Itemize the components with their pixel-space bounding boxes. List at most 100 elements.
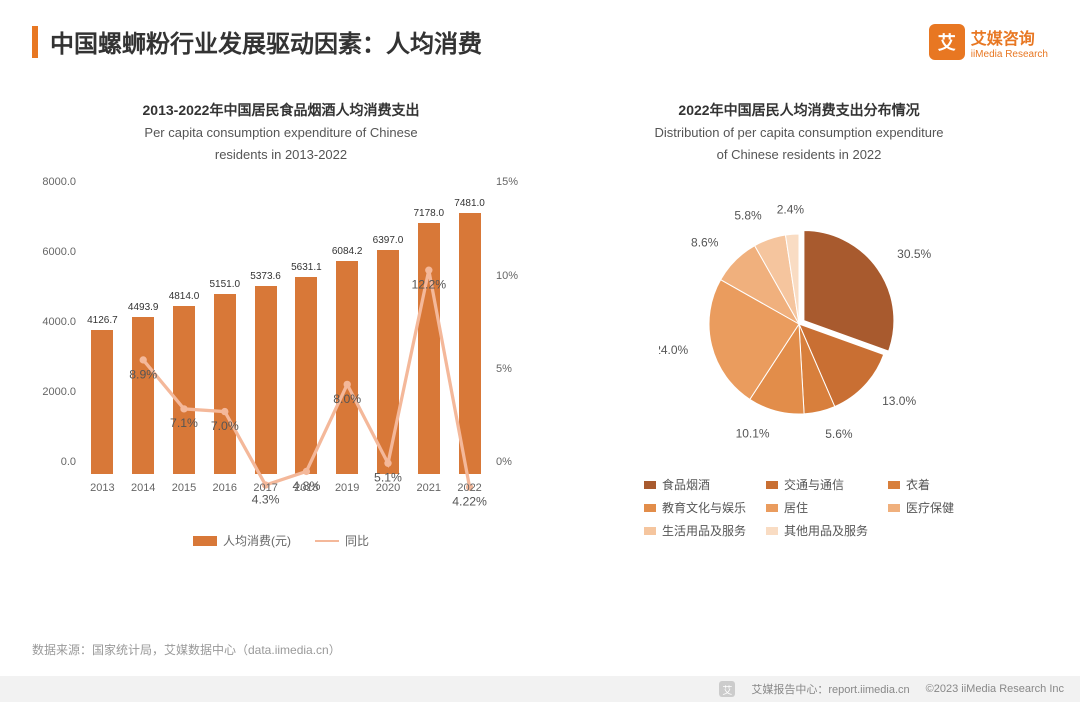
pie-legend-swatch [766,527,778,535]
legend-item-line: 同比 [315,532,369,549]
bar-item: 4493.9 [123,194,164,474]
x-tick-label: 2021 [408,482,449,494]
pie-legend-label: 衣着 [906,476,930,493]
pie-chart-panel: 2022年中国居民人均消费支出分布情况 Distribution of per … [550,100,1048,549]
bar-chart-title-en1: Per capita consumption expenditure of Ch… [32,124,530,142]
bar-chart-legend: 人均消费(元) 同比 [32,532,530,549]
header: 中国螺蛳粉行业发展驱动因素：人均消费 艾 艾媒咨询 iiMedia Resear… [32,24,1048,60]
pie-slice-label: 2.4% [777,203,805,217]
slide-container: 中国螺蛳粉行业发展驱动因素：人均消费 艾 艾媒咨询 iiMedia Resear… [0,0,1080,702]
bar-item: 5151.0 [204,194,245,474]
legend-swatch-bar [193,536,217,546]
x-tick-label: 2022 [449,482,490,494]
bar-item: 5373.6 [245,194,286,474]
pie-slice-label: 13.0% [882,395,916,409]
logo-text: 艾媒咨询 iiMedia Research [971,25,1048,60]
page-title: 中国螺蛳粉行业发展驱动因素：人均消费 [50,24,482,59]
bar-value-label: 6084.2 [332,246,363,257]
bar-value-label: 4126.7 [87,315,118,326]
pie-legend-label: 教育文化与娱乐 [662,499,746,516]
bar [418,223,440,474]
pie-chart-title-cn: 2022年中国居民人均消费支出分布情况 [550,100,1048,120]
pie-legend-item: 居住 [766,499,868,516]
bar [91,330,113,474]
legend-swatch-line [315,540,339,542]
bar [459,213,481,475]
x-tick-label: 2014 [123,482,164,494]
logo-cn: 艾媒咨询 [971,25,1048,49]
pie-slice-label: 5.8% [734,209,762,223]
x-tick-label: 2017 [245,482,286,494]
bar-item: 4814.0 [164,194,205,474]
pie-legend-item: 其他用品及服务 [766,522,868,539]
pie-legend-item: 食品烟酒 [644,476,746,493]
footer-bar: 艾 艾媒报告中心：report.iimedia.cn ©2023 iiMedia… [0,676,1080,702]
bar-plot-area: 4126.7 4493.9 4814.0 5151.0 5373.6 5631.1 6084… [82,194,490,474]
footer-site: 艾媒报告中心：report.iimedia.cn [751,681,909,697]
footer-copyright: ©2023 iiMedia Research Inc [926,683,1064,695]
bar-value-label: 4814.0 [169,291,200,302]
bar-item: 4126.7 [82,194,123,474]
x-tick-label: 2019 [327,482,368,494]
y-right-tick: 10% [496,270,530,282]
pie-legend-label: 生活用品及服务 [662,522,746,539]
bar [132,317,154,474]
data-source: 数据来源：国家统计局，艾媒数据中心（data.iimedia.cn） [32,641,341,658]
x-axis-labels: 2013201420152016201720182019202020212022 [82,482,490,494]
bar-item: 7178.0 [408,194,449,474]
y-right-tick: 15% [496,176,530,188]
pie-legend-label: 居住 [784,499,808,516]
bar-item: 6084.2 [327,194,368,474]
bar-chart: 0.02000.04000.06000.08000.0 0%5%10%15% 4… [32,184,530,524]
y-left-tick: 0.0 [32,456,76,468]
pie-legend-item: 衣着 [888,476,954,493]
pie-legend-swatch [644,504,656,512]
legend-item-bar: 人均消费(元) [193,532,291,549]
pie-legend: 食品烟酒交通与通信衣着教育文化与娱乐居住医疗保健生活用品及服务其他用品及服务 [644,476,954,539]
pie-chart-title-en1: Distribution of per capita consumption e… [550,124,1048,142]
pie-legend-swatch [766,481,778,489]
title-block: 中国螺蛳粉行业发展驱动因素：人均消费 [32,24,482,59]
pie-legend-item: 生活用品及服务 [644,522,746,539]
bar [295,277,317,474]
y-left-tick: 6000.0 [32,246,76,258]
bar-item: 7481.0 [449,194,490,474]
pie-legend-item: 教育文化与娱乐 [644,499,746,516]
bar-value-label: 5151.0 [209,279,240,290]
bar-item: 6397.0 [368,194,409,474]
y-axis-left: 0.02000.04000.06000.08000.0 [32,194,82,474]
pie-legend-swatch [644,481,656,489]
bar-value-label: 7481.0 [454,198,485,209]
bars-area: 4126.7 4493.9 4814.0 5151.0 5373.6 5631.1 6084… [82,194,490,474]
title-accent-bar [32,26,38,58]
brand-logo: 艾 艾媒咨询 iiMedia Research [929,24,1048,60]
bar-value-label: 6397.0 [373,235,404,246]
pie-legend-swatch [888,481,900,489]
bar-value-label: 4493.9 [128,302,159,313]
pie-slice-label: 8.6% [691,236,719,250]
bar-chart-title-en2: residents in 2013-2022 [32,146,530,164]
pie-chart-title-en2: of Chinese residents in 2022 [550,146,1048,164]
pie-legend-swatch [766,504,778,512]
bar-item: 5631.1 [286,194,327,474]
pie-legend-item: 交通与通信 [766,476,868,493]
bar-value-label: 7178.0 [413,208,444,219]
pie-legend-label: 交通与通信 [784,476,844,493]
bar [377,250,399,474]
x-tick-label: 2020 [368,482,409,494]
bar-chart-panel: 2013-2022年中国居民食品烟酒人均消费支出 Per capita cons… [32,100,530,549]
bar [214,294,236,474]
logo-icon: 艾 [929,24,965,60]
logo-en: iiMedia Research [971,49,1048,60]
y-left-tick: 2000.0 [32,386,76,398]
x-tick-label: 2013 [82,482,123,494]
bar [336,261,358,474]
legend-label-bar: 人均消费(元) [223,532,291,549]
pie-legend-label: 其他用品及服务 [784,522,868,539]
bar-chart-title-cn: 2013-2022年中国居民食品烟酒人均消费支出 [32,100,530,120]
bar-value-label: 5631.1 [291,262,322,273]
y-axis-right: 0%5%10%15% [490,194,530,474]
line-value-label: 4.3% [252,493,280,507]
pie-slice-label: 10.1% [736,427,770,441]
pie-slice-label: 5.6% [825,427,853,441]
